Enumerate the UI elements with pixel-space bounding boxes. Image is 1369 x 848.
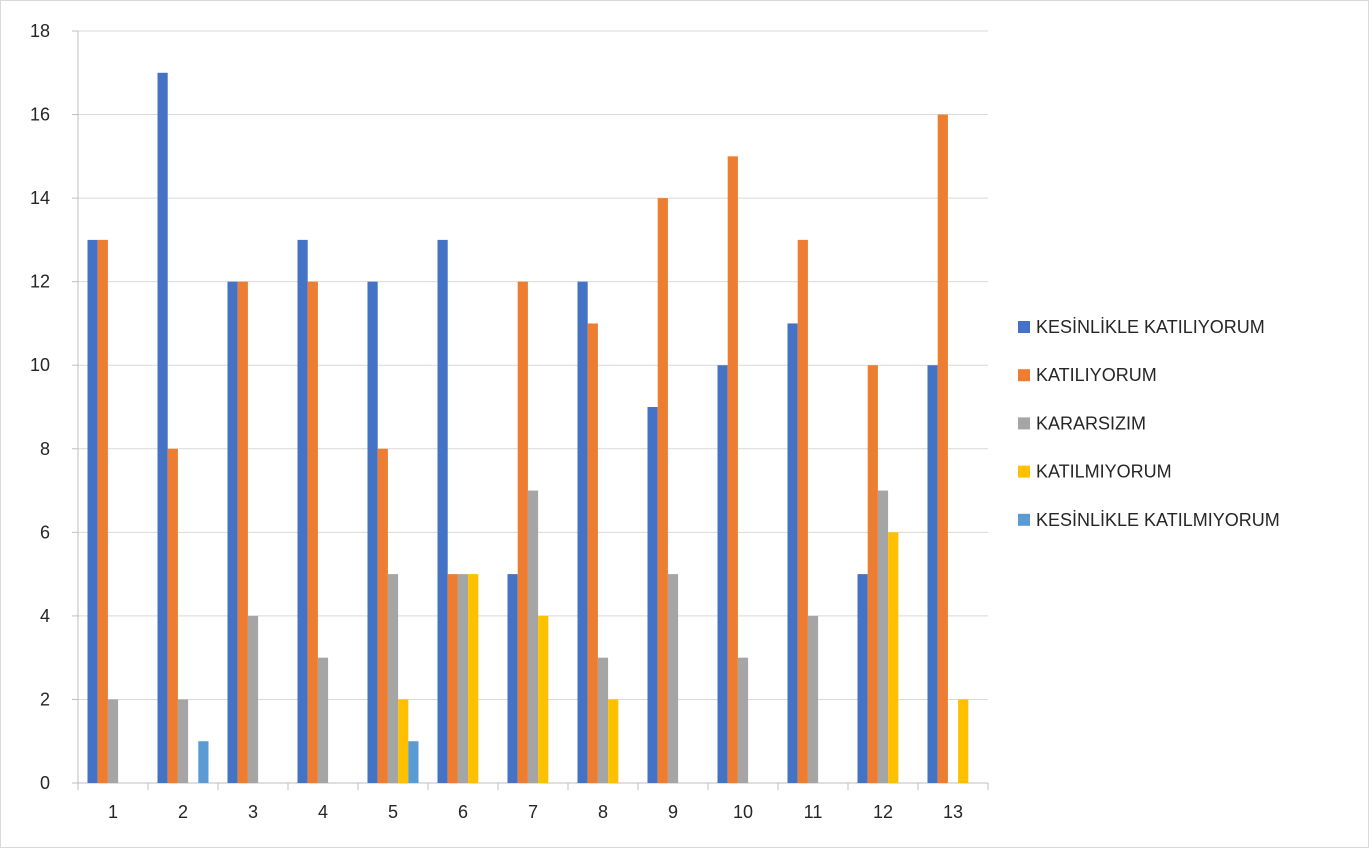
x-tick-label-6: 6 bbox=[458, 802, 468, 822]
x-tick-label-11: 11 bbox=[804, 802, 823, 822]
x-tick-label-9: 9 bbox=[668, 802, 678, 822]
bar-cat-8-series-4 bbox=[608, 699, 619, 783]
y-tick-label: 2 bbox=[40, 689, 50, 709]
legend: KESİNLİKLE KATILIYORUM KATILIYORUM KARARSI… bbox=[1018, 317, 1280, 530]
x-tick-label-8: 8 bbox=[598, 802, 608, 822]
bar-cat-4-series-3 bbox=[317, 657, 329, 783]
bar-cat-9-series-2 bbox=[657, 198, 668, 784]
bar-cat-13-series-1 bbox=[927, 365, 938, 783]
bar-cat-1-series-2 bbox=[97, 239, 108, 783]
bar-cat-7-series-3 bbox=[527, 490, 539, 783]
bar-cat-3-series-1 bbox=[227, 281, 238, 783]
y-tick-label: 18 bbox=[30, 21, 50, 41]
legend-swatch-5 bbox=[1018, 513, 1030, 526]
legend-label-1: KESİNLİKLE KATILIYORUM bbox=[1036, 317, 1265, 337]
legend-label-4: KATILMIYORUM bbox=[1036, 462, 1172, 482]
x-tick-label-4: 4 bbox=[318, 802, 328, 822]
bar-cat-5-series-4 bbox=[398, 699, 409, 783]
bar-cat-5-series-1 bbox=[367, 281, 378, 783]
x-tick-label-3: 3 bbox=[248, 802, 258, 822]
y-tick-label: 12 bbox=[30, 272, 50, 292]
legend-swatch-3 bbox=[1018, 417, 1030, 430]
bar-cat-7-series-2 bbox=[517, 281, 528, 783]
bar-cat-1-series-3 bbox=[107, 699, 119, 783]
bar-cat-6-series-1 bbox=[437, 239, 448, 783]
x-tick-label-12: 12 bbox=[873, 802, 893, 822]
y-tick-label: 14 bbox=[30, 188, 50, 208]
bar-cat-2-series-3 bbox=[177, 699, 189, 783]
bar-cat-3-series-2 bbox=[237, 281, 248, 783]
bar-cat-4-series-2 bbox=[307, 281, 318, 783]
bar-cat-2-series-2 bbox=[167, 448, 178, 783]
x-tick-label-7: 7 bbox=[528, 802, 538, 822]
bar-cat-5-series-5 bbox=[408, 741, 419, 783]
bar-cat-8-series-2 bbox=[587, 323, 598, 783]
bar-cat-12-series-2 bbox=[867, 365, 878, 783]
bar-cat-5-series-2 bbox=[377, 448, 388, 783]
bars bbox=[87, 72, 969, 784]
y-tick-label: 16 bbox=[30, 105, 50, 125]
legend-label-5: KESİNLİKLE KATILMIYORUM bbox=[1036, 510, 1280, 530]
x-tick-label-1: 1 bbox=[108, 802, 118, 822]
bar-cat-8-series-1 bbox=[577, 281, 588, 783]
bar-cat-12-series-1 bbox=[857, 574, 868, 783]
bar-cat-11-series-2 bbox=[797, 239, 808, 783]
bar-cat-12-series-4 bbox=[888, 532, 899, 783]
bar-cat-1-series-1 bbox=[87, 239, 98, 783]
x-tick-label-13: 13 bbox=[943, 802, 963, 822]
bar-cat-12-series-3 bbox=[877, 490, 889, 783]
bar-cat-3-series-3 bbox=[247, 615, 259, 783]
legend-swatch-1 bbox=[1018, 321, 1030, 333]
y-tick-label: 4 bbox=[40, 606, 50, 626]
y-tick-label: 10 bbox=[30, 355, 50, 375]
bar-cat-10-series-3 bbox=[737, 657, 749, 783]
bar-cat-6-series-3 bbox=[457, 574, 469, 783]
bar-cat-9-series-1 bbox=[647, 407, 658, 783]
bar-cat-2-series-5 bbox=[198, 741, 209, 783]
bar-cat-6-series-4 bbox=[468, 574, 479, 783]
y-tick-label: 0 bbox=[40, 773, 50, 793]
bar-cat-6-series-2 bbox=[447, 574, 458, 783]
legend-swatch-2 bbox=[1018, 369, 1030, 382]
bar-cat-5-series-3 bbox=[387, 574, 399, 783]
legend-label-2: KATILIYORUM bbox=[1036, 365, 1157, 385]
bar-cat-13-series-4 bbox=[958, 699, 969, 783]
bar-cat-2-series-1 bbox=[157, 72, 168, 784]
bar-cat-10-series-2 bbox=[727, 156, 738, 784]
bar-cat-13-series-2 bbox=[937, 114, 948, 784]
bar-cat-4-series-1 bbox=[297, 239, 308, 783]
x-tick-label-10: 10 bbox=[733, 802, 753, 822]
legend-swatch-4 bbox=[1018, 465, 1030, 478]
y-tick-label: 6 bbox=[40, 522, 50, 542]
legend-label-3: KARARSIZIM bbox=[1036, 413, 1146, 433]
bar-cat-11-series-3 bbox=[807, 615, 819, 783]
bar-cat-9-series-3 bbox=[667, 574, 679, 783]
bar-cat-11-series-1 bbox=[787, 323, 798, 783]
x-tick-label-5: 5 bbox=[388, 802, 398, 822]
y-tick-label: 8 bbox=[40, 439, 50, 459]
bar-cat-7-series-4 bbox=[538, 615, 549, 783]
bar-cat-7-series-1 bbox=[507, 574, 518, 783]
x-tick-label-2: 2 bbox=[178, 802, 188, 822]
bar-cat-8-series-3 bbox=[597, 657, 609, 783]
bar-cat-10-series-1 bbox=[717, 365, 728, 783]
